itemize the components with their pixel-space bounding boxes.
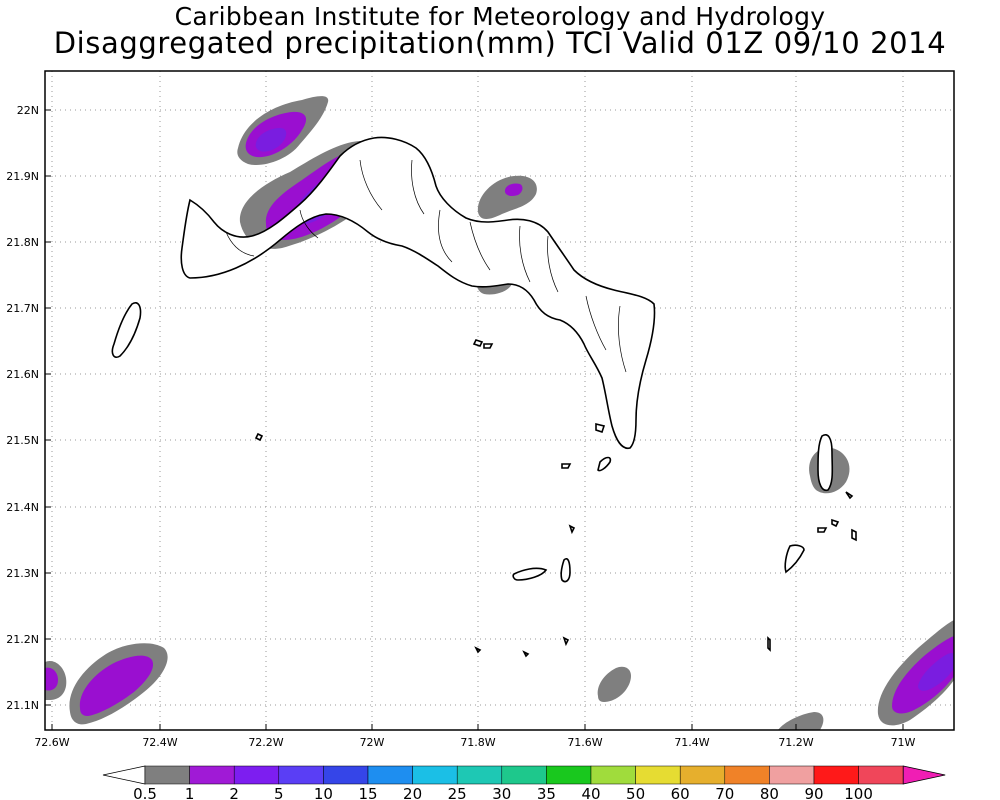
colorbar-low-arrow [102, 765, 146, 785]
colorbar-label: 10 [314, 785, 333, 800]
colorbar-swatch [189, 765, 235, 785]
lat-tick-label: 21.8N [6, 236, 39, 249]
colorbar-swatch [412, 765, 458, 785]
salt-cay [784, 544, 805, 574]
lat-tick-label: 21.1N [6, 699, 39, 712]
chart-title: Caribbean Institute for Meteorology and … [174, 2, 826, 31]
map-grid [45, 71, 954, 730]
colorbar-swatch [456, 765, 503, 785]
colorbar-label: 50 [626, 785, 645, 800]
colorbar-label: 5 [274, 785, 284, 800]
cay [817, 527, 828, 533]
cay [561, 463, 572, 469]
lon-tick-label: 72.6W [34, 736, 69, 749]
colorbar-label: 25 [448, 785, 467, 800]
precip-area [504, 183, 523, 196]
cay [851, 528, 857, 542]
chart-subtitle: Disaggregated precipitation(mm) TCI Vali… [53, 26, 947, 60]
colorbar-swatch [501, 765, 547, 785]
colorbar-label: 35 [537, 785, 556, 800]
colorbar-swatch [858, 765, 904, 785]
colorbar-swatch [233, 765, 280, 785]
grand-turk [817, 434, 834, 492]
cay [845, 491, 854, 500]
colorbar-label: 60 [671, 785, 690, 800]
cay [512, 567, 548, 581]
lat-tick-label: 21.3N [6, 567, 39, 580]
lat-tick-label: 21.5N [6, 434, 39, 447]
cay [597, 456, 612, 472]
lat-tick-label: 21.2N [6, 633, 39, 646]
colorbar-swatch [813, 765, 859, 785]
cay [595, 422, 606, 434]
colorbar-swatch [546, 765, 592, 785]
colorbar-label: 2 [229, 785, 239, 800]
colorbar-high-arrow [902, 765, 946, 785]
cay [254, 432, 264, 442]
precip-area [918, 653, 954, 691]
lon-tick-label: 72W [360, 736, 385, 749]
cay [562, 636, 570, 647]
precip-area [79, 655, 154, 716]
lon-tick-label: 71W [891, 736, 916, 749]
colorbar-label: 15 [358, 785, 377, 800]
cay [560, 557, 571, 583]
lat-tick-label: 21.9N [6, 170, 39, 183]
lon-tick-label: 71.6W [567, 736, 602, 749]
cay [568, 524, 576, 535]
lat-tick-label: 21.7N [6, 302, 39, 315]
interior-boundary [225, 159, 627, 373]
cay [483, 343, 494, 349]
colorbar-label: 30 [492, 785, 511, 800]
colorbar-swatch [323, 765, 369, 785]
colorbar-label: 40 [581, 785, 600, 800]
lon-tick-label: 71.4W [674, 736, 709, 749]
precip-area [255, 128, 287, 152]
colorbar-label: 90 [804, 785, 823, 800]
cay [472, 339, 484, 347]
colorbar-label: 0.5 [133, 785, 157, 800]
cay [831, 518, 840, 528]
lon-tick-label: 72.4W [142, 736, 177, 749]
colorbar-label: 20 [403, 785, 422, 800]
precip-area [597, 666, 632, 702]
colorbar-swatch [590, 765, 636, 785]
precip-area [45, 667, 58, 691]
colorbar-swatch [724, 765, 770, 785]
lat-tick-label: 22N [17, 104, 39, 117]
lat-tick-label: 21.6N [6, 368, 39, 381]
precip-area [778, 712, 824, 730]
colorbar-swatch [679, 765, 726, 785]
cay [522, 650, 530, 658]
colorbar-swatch [769, 765, 815, 785]
colorbar: 0.5 1 2 5 10 15 20 25 30 35 40 50 60 70 80 90 100 [102, 765, 946, 800]
colorbar-swatch [278, 765, 324, 785]
colorbar-swatch [367, 765, 413, 785]
caicos-islands [180, 136, 656, 450]
colorbar-label: 1 [185, 785, 195, 800]
west-caicos [111, 302, 142, 359]
colorbar-label: 80 [760, 785, 779, 800]
lon-tick-label: 71.8W [460, 736, 495, 749]
precip-area [477, 175, 537, 219]
lon-tick-label: 72.2W [248, 736, 283, 749]
precipitation-shading [45, 96, 954, 730]
colorbar-label: 70 [715, 785, 734, 800]
cay [474, 646, 482, 654]
cay [767, 636, 771, 652]
colorbar-label: 100 [844, 785, 873, 800]
plot-frame [44, 70, 955, 731]
lon-tick-label: 71.2W [778, 736, 813, 749]
coastlines [111, 136, 857, 658]
lat-tick-label: 21.4N [6, 501, 39, 514]
precip-area [892, 636, 954, 714]
colorbar-swatch [635, 765, 681, 785]
map-axes: 22N 21.9N 21.8N 21.7N 21.6N 21.5N 21.4N 21.3N 21… [6, 104, 915, 749]
colorbar-swatch [144, 765, 190, 785]
